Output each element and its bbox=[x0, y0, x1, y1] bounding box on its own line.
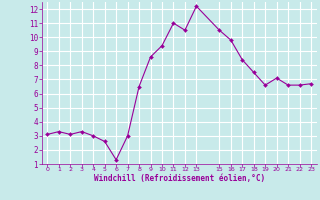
X-axis label: Windchill (Refroidissement éolien,°C): Windchill (Refroidissement éolien,°C) bbox=[94, 174, 265, 183]
